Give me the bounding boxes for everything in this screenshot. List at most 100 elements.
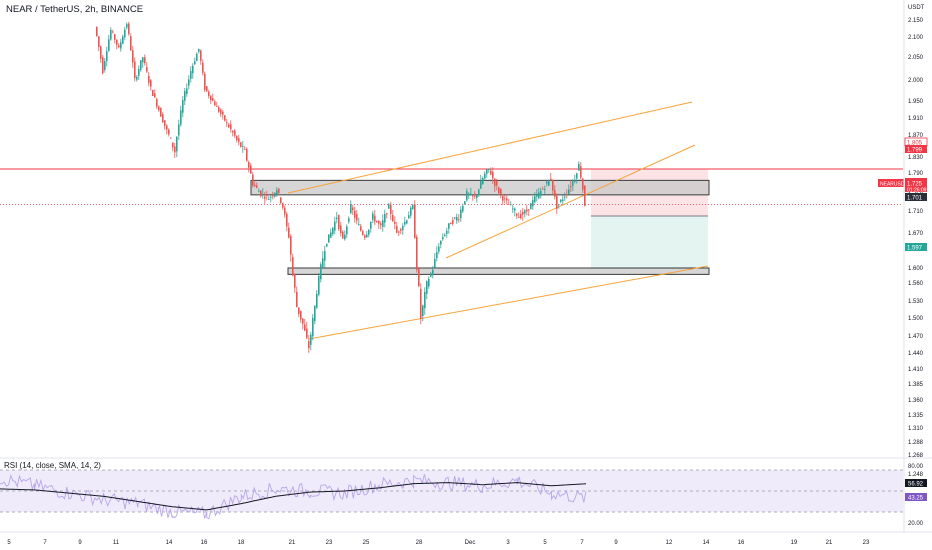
candle-body: [208, 91, 210, 96]
candle-body: [528, 209, 530, 211]
price-tick-label: 1.410: [908, 367, 924, 373]
date-tick-label: 9: [78, 540, 82, 546]
date-tick-label: 16: [201, 540, 208, 546]
date-tick-label: 25: [363, 540, 370, 546]
candle-body: [126, 24, 128, 28]
candle-body: [320, 264, 322, 280]
candle-body: [216, 106, 218, 107]
candle-body: [146, 67, 148, 72]
price-tick-label: 1.870: [908, 133, 924, 139]
target-zone: [591, 215, 708, 270]
candle-body: [212, 98, 214, 101]
candle-body: [136, 76, 138, 80]
candle-body: [544, 189, 546, 191]
candle-body: [386, 213, 388, 215]
date-tick-label: Dec: [465, 540, 476, 546]
price-tick-label: 1.790: [908, 171, 924, 177]
candle-body: [226, 121, 228, 123]
candle-body: [188, 79, 190, 86]
price-tick-label: 1.335: [908, 413, 924, 419]
candle-body: [296, 291, 298, 307]
price-tick-label: 1.288: [908, 440, 924, 446]
date-tick-label: 21: [826, 540, 833, 546]
candle-body: [104, 61, 106, 70]
candle-body: [228, 124, 230, 128]
candle-body: [482, 177, 484, 185]
date-tick-label: 5: [543, 540, 547, 546]
candle-body: [508, 203, 510, 205]
price-tick-label: 1.560: [908, 281, 924, 287]
candle-body: [424, 291, 426, 309]
price-tick-label: 2.100: [908, 35, 924, 41]
candle-body: [552, 179, 554, 191]
rsi-tick-label: 20.00: [908, 521, 924, 527]
rsi-value-label: 56.92: [908, 482, 924, 488]
candle-body: [520, 213, 522, 219]
candle-body: [240, 142, 242, 147]
candle-body: [376, 220, 378, 223]
candle-body: [448, 223, 450, 229]
price-label-box: [905, 145, 927, 153]
candle-body: [306, 328, 308, 338]
candle-body: [504, 198, 506, 200]
candle-body: [388, 204, 390, 209]
candle-body: [558, 204, 560, 205]
candle-body: [316, 293, 318, 308]
candle-body: [510, 204, 512, 206]
candle-body: [398, 231, 400, 233]
candle-body: [338, 215, 340, 229]
candle-body: [152, 90, 154, 96]
price-tick-label: 1.950: [908, 99, 924, 105]
candle-body: [366, 234, 368, 238]
rsi-line: [0, 474, 587, 520]
candle-body: [462, 205, 464, 212]
candle-body: [334, 221, 336, 231]
candle-body: [564, 196, 566, 198]
sr-zone-2: [287, 267, 710, 275]
candle-body: [260, 190, 262, 197]
candle-body: [198, 48, 200, 52]
candle-body: [192, 65, 194, 74]
candle-body: [534, 196, 536, 203]
candle-body: [214, 101, 216, 106]
price-tick-label: 1.670: [908, 231, 924, 237]
candle-body: [428, 279, 430, 287]
candle-body: [356, 214, 358, 221]
candle-body: [460, 209, 462, 219]
date-tick-label: 16: [738, 540, 745, 546]
candle-body: [536, 194, 538, 197]
candle-body: [468, 193, 470, 195]
candle-body: [546, 181, 548, 184]
candle-body: [414, 204, 416, 239]
candle-body: [550, 178, 552, 180]
candle-body: [184, 91, 186, 101]
candle-body: [474, 196, 476, 198]
price-tick-label: 1.440: [908, 351, 924, 357]
candle-body: [498, 187, 500, 194]
candle-body: [232, 130, 234, 133]
candle-body: [122, 36, 124, 44]
candle-body: [310, 334, 312, 345]
chart-title: NEAR / TetherUS, 2h, BINANCE: [6, 4, 144, 15]
candle-body: [200, 50, 202, 61]
price-tick-label: 2.050: [908, 55, 924, 61]
candle-body: [278, 188, 280, 193]
candle-body: [502, 195, 504, 201]
candle-body: [384, 214, 386, 223]
price-tick-label: 1.248: [908, 472, 924, 478]
candle-body: [530, 203, 532, 210]
candle-body: [406, 220, 408, 224]
candle-body: [314, 305, 316, 322]
date-tick-label: 9: [614, 540, 618, 546]
candle-body: [412, 204, 414, 210]
candle-body: [426, 281, 428, 294]
price-tick-label: 1.268: [908, 453, 924, 459]
candle-body: [324, 251, 326, 261]
candle-body: [578, 164, 580, 171]
candle-body: [130, 36, 132, 51]
date-tick-label: 12: [666, 540, 673, 546]
candle-body: [580, 166, 582, 178]
candle-body: [116, 39, 118, 45]
